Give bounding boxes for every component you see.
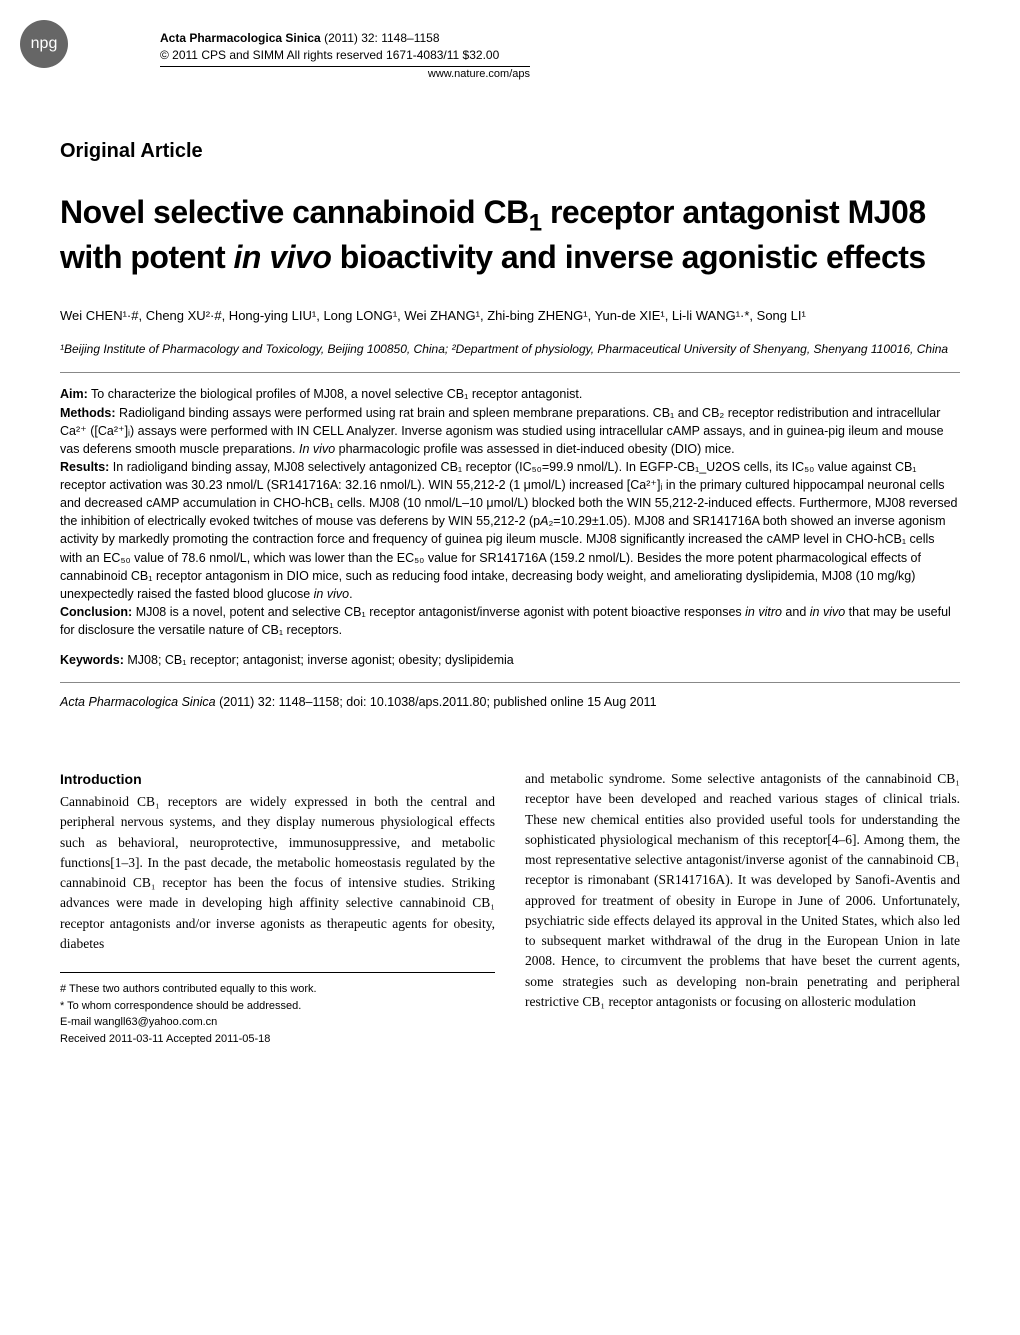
citation-line: Acta Pharmacologica Sinica (2011) 32: 11…	[60, 695, 960, 709]
body-columns: Introduction Cannabinoid CB₁ receptors a…	[60, 769, 960, 1047]
intro-heading: Introduction	[60, 769, 495, 790]
results-text3: .	[349, 587, 352, 601]
abstract-top-divider	[60, 372, 960, 373]
abstract-conclusion: Conclusion: MJ08 is a novel, potent and …	[60, 603, 960, 639]
results-italic2: in vivo	[314, 587, 349, 601]
aim-text: To characterize the biological profiles …	[88, 387, 583, 401]
title-sub1: 1	[529, 209, 542, 236]
copyright-line: © 2011 CPS and SIMM All rights reserved …	[160, 47, 960, 64]
conclusion-italic1: in vitro	[745, 605, 782, 619]
conclusion-text2: and	[782, 605, 810, 619]
title-italic: in vivo	[234, 239, 332, 275]
conclusion-label: Conclusion:	[60, 605, 132, 619]
results-label: Results:	[60, 460, 109, 474]
journal-name: Acta Pharmacologica Sinica	[160, 31, 321, 45]
footnote-line1: # These two authors contributed equally …	[60, 981, 495, 998]
abstract-results: Results: In radioligand binding assay, M…	[60, 458, 960, 603]
website-url: www.nature.com/aps	[160, 68, 530, 80]
article-title: Novel selective cannabinoid CB1 receptor…	[60, 193, 960, 277]
footnote-line2: * To whom correspondence should be addre…	[60, 998, 495, 1015]
conclusion-italic2: in vivo	[810, 605, 845, 619]
methods-italic: In vivo	[299, 442, 335, 456]
citation-journal: Acta Pharmacologica Sinica	[60, 695, 216, 709]
citation-text: (2011) 32: 1148–1158; doi: 10.1038/aps.2…	[216, 695, 657, 709]
journal-details: (2011) 32: 1148–1158	[324, 31, 439, 45]
keywords-label: Keywords:	[60, 653, 124, 667]
abstract-bottom-divider	[60, 682, 960, 683]
abstract-aim: Aim: To characterize the biological prof…	[60, 385, 960, 403]
right-column: and metabolic syndrome. Some selective a…	[525, 769, 960, 1047]
aim-label: Aim:	[60, 387, 88, 401]
header-divider	[160, 66, 530, 67]
footnotes-block: # These two authors contributed equally …	[60, 972, 495, 1047]
methods-text2: pharmacologic profile was assessed in di…	[335, 442, 734, 456]
authors-list: Wei CHEN¹·#, Cheng XU²·#, Hong-ying LIU¹…	[60, 306, 960, 326]
methods-label: Methods:	[60, 406, 116, 420]
keywords-line: Keywords: MJ08; CB₁ receptor; antagonist…	[60, 653, 960, 667]
npg-badge-text: npg	[31, 35, 58, 53]
journal-header: Acta Pharmacologica Sinica (2011) 32: 11…	[160, 30, 960, 64]
conclusion-text: MJ08 is a novel, potent and selective CB…	[132, 605, 745, 619]
intro-text-col1: Cannabinoid CB₁ receptors are widely exp…	[60, 792, 495, 954]
npg-badge: npg	[20, 20, 68, 68]
footnote-line3: E-mail wangll63@yahoo.com.cn	[60, 1014, 495, 1031]
journal-name-line: Acta Pharmacologica Sinica (2011) 32: 11…	[160, 30, 960, 47]
intro-text-col2: and metabolic syndrome. Some selective a…	[525, 769, 960, 1012]
footnote-line4: Received 2011-03-11 Accepted 2011-05-18	[60, 1031, 495, 1048]
title-part3: bioactivity and inverse agonistic effect…	[331, 239, 925, 275]
title-part1: Novel selective cannabinoid CB	[60, 194, 529, 230]
affiliations: ¹Beijing Institute of Pharmacology and T…	[60, 341, 960, 358]
keywords-text: MJ08; CB₁ receptor; antagonist; inverse …	[124, 653, 514, 667]
article-type: Original Article	[60, 140, 960, 163]
abstract-methods: Methods: Radioligand binding assays were…	[60, 404, 960, 458]
left-column: Introduction Cannabinoid CB₁ receptors a…	[60, 769, 495, 1047]
abstract-block: Aim: To characterize the biological prof…	[60, 385, 960, 639]
